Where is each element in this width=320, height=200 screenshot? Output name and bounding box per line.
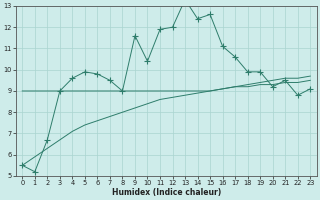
X-axis label: Humidex (Indice chaleur): Humidex (Indice chaleur): [112, 188, 221, 197]
